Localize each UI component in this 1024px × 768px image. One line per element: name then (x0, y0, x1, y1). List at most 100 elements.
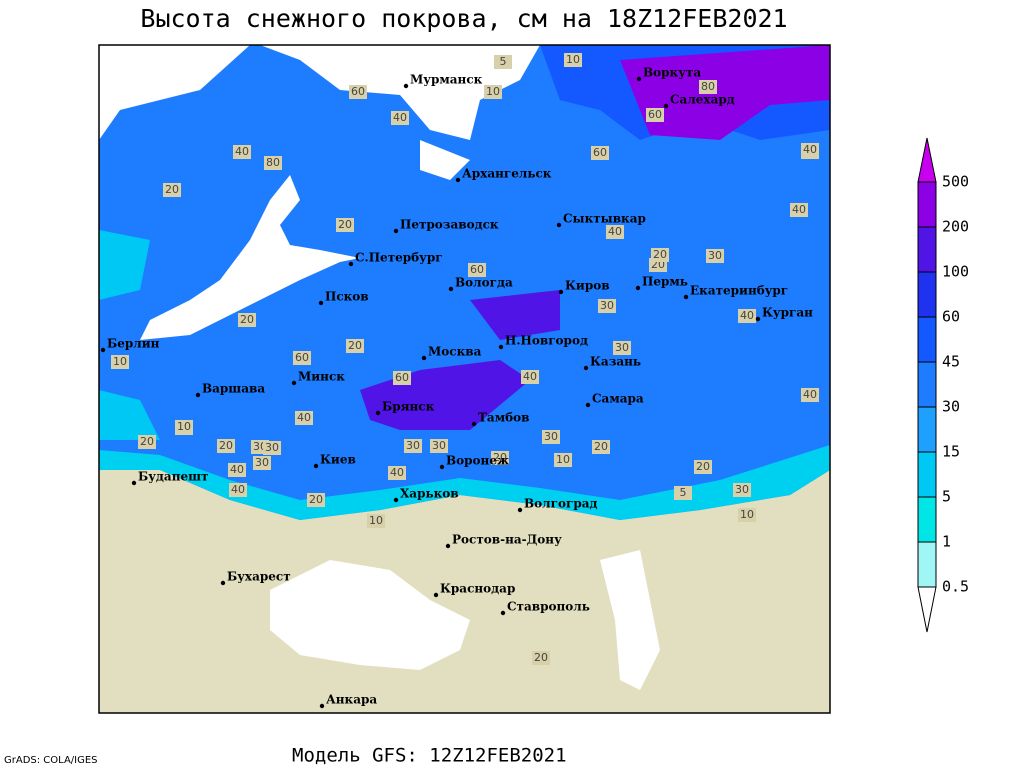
city-label: Минск (298, 370, 345, 384)
city-dot (500, 610, 506, 616)
city-dot (663, 103, 669, 109)
contour-label: 60 (648, 108, 662, 121)
colorbar-top (917, 137, 937, 183)
contour-label: 60 (351, 85, 365, 98)
map-frame (98, 44, 831, 714)
contour-label-bg (430, 439, 448, 453)
city-label: Харьков (400, 487, 459, 501)
contour-label-bg (238, 313, 256, 327)
contour-label: 20 (653, 248, 667, 261)
contour-label-bg (598, 299, 616, 313)
city-label: Киев (320, 453, 356, 467)
contour-label-bg (393, 371, 411, 385)
colorbar-label: 60 (942, 308, 960, 326)
city-dot (220, 580, 226, 586)
contour-label-bg (606, 225, 624, 239)
contour-label-bg (790, 203, 808, 217)
colorbar-label: 100 (942, 263, 969, 281)
contour-label: 20 (140, 435, 154, 448)
contour-label: 20 (165, 183, 179, 196)
city-label: Анкара (326, 693, 377, 707)
contour-label: 10 (177, 420, 191, 433)
contour-label: 60 (295, 351, 309, 364)
contour-label: 30 (406, 439, 420, 452)
contour-label-bg (733, 483, 751, 497)
city-dot (585, 402, 591, 408)
contour-label: 5 (680, 486, 687, 499)
contour-label-bg (592, 440, 610, 454)
city-label: Псков (325, 290, 369, 304)
contour-label: 30 (544, 430, 558, 443)
barents-sea (99, 45, 540, 140)
contour-label-bg (532, 651, 550, 665)
city-dot (403, 83, 409, 89)
contour-label: 40 (803, 388, 817, 401)
contour-label-bg (295, 411, 313, 425)
contour-label: 20 (240, 313, 254, 326)
city-dot (433, 592, 439, 598)
city-label: Будапешт (138, 470, 208, 484)
colorbar-label: 45 (942, 353, 960, 371)
white-sea (420, 140, 470, 180)
city-dot (195, 392, 201, 398)
contour-label: 20 (534, 651, 548, 664)
city-label: Ставрополь (507, 600, 590, 614)
contour-label-bg (404, 439, 422, 453)
contour-label: 20 (309, 493, 323, 506)
black-sea (270, 560, 470, 670)
city-dot (445, 543, 451, 549)
city-dot (318, 300, 324, 306)
colorbar-segment (917, 406, 937, 453)
city-dot (375, 410, 381, 416)
credit: GrADS: COLA/IGES (4, 755, 98, 766)
contour-label: 40 (235, 145, 249, 158)
map (98, 44, 831, 714)
contour-label-bg (699, 80, 717, 94)
contour-label: 30 (615, 341, 629, 354)
snow-light (99, 230, 160, 440)
contour-label: 10 (113, 355, 127, 368)
contour-label-bg (484, 85, 502, 99)
contour-label: 5 (500, 55, 507, 68)
contour-label-bg (138, 435, 156, 449)
contour-label-bg (521, 370, 539, 384)
contour-label-bg (542, 430, 560, 444)
city-dot (635, 285, 641, 291)
city-dot (455, 177, 461, 183)
caspian-sea (600, 550, 660, 690)
contour-label: 40 (740, 309, 754, 322)
contour-label-bg (801, 388, 819, 402)
city-dot (319, 703, 325, 709)
contour-label: 40 (608, 225, 622, 238)
contour-label-bg (391, 111, 409, 125)
contour-label-bg (674, 486, 692, 500)
footer: Модель GFS: 12Z12FEB2021 (292, 745, 567, 767)
colorbar-label: 200 (942, 218, 969, 236)
colorbar-segment (917, 316, 937, 363)
contour-label: 20 (348, 339, 362, 352)
contour-label: 40 (393, 111, 407, 124)
contour-label-bg (228, 463, 246, 477)
city-label: Воркута (643, 66, 701, 80)
contour-label: 80 (266, 156, 280, 169)
city-dot (471, 421, 477, 427)
colorbar-bottom (917, 586, 937, 633)
colorbar-label: 1 (942, 533, 951, 551)
contour-label-bg (233, 145, 251, 159)
contour-label: 40 (803, 143, 817, 156)
city-label: С.Петербург (355, 251, 443, 265)
city-label: Тамбов (478, 411, 529, 425)
colorbar-segment (917, 271, 937, 318)
contour-label: 30 (600, 299, 614, 312)
city-label: Н.Новгород (505, 334, 588, 348)
colorbar-label: 15 (942, 443, 960, 461)
city-label: Курган (762, 306, 813, 320)
contour-label-bg (253, 456, 271, 470)
city-label: Петрозаводск (400, 218, 499, 232)
city-dot (683, 294, 689, 300)
contour-label: 20 (594, 440, 608, 453)
contour-label: 20 (338, 218, 352, 231)
contour-label-bg (163, 183, 181, 197)
contour-label: 10 (486, 85, 500, 98)
contour-label-bg (646, 108, 664, 122)
